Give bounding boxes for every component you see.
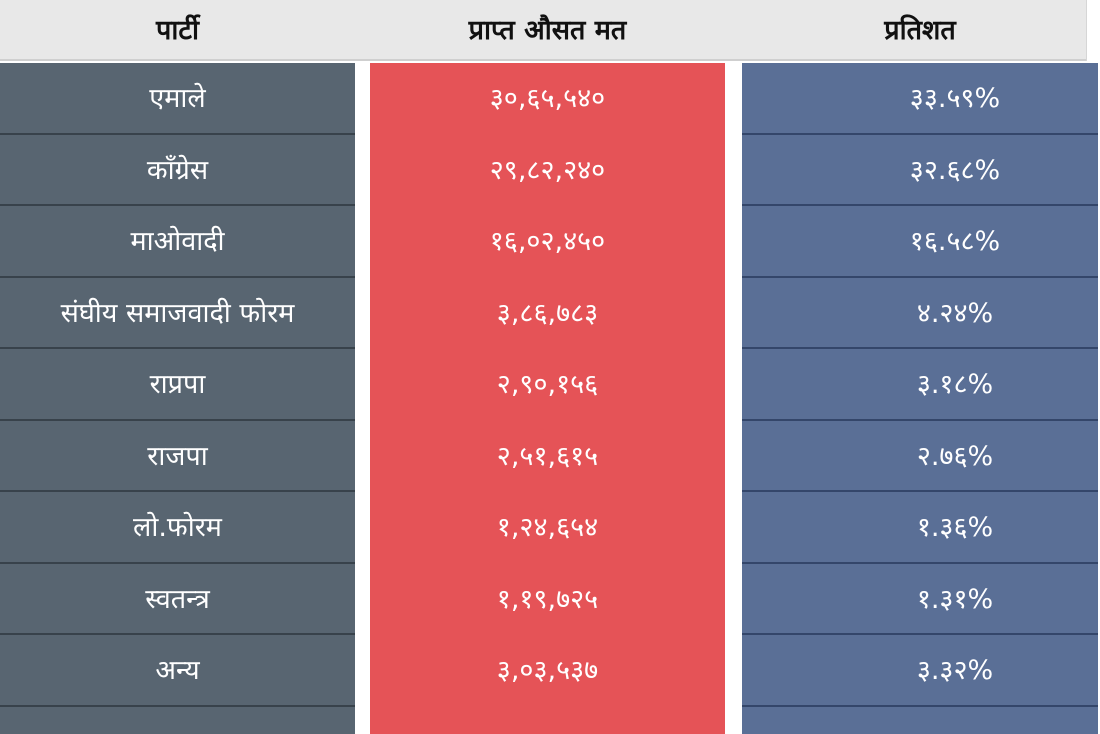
percent-column (742, 63, 1098, 734)
table-row: लो.फोरम १,२४,६५४ १.३६% (0, 492, 1100, 564)
vote-percent-value: ४.२४% (916, 297, 994, 329)
table-row: एमाले ३०,६५,५४० ३३.५९% (0, 63, 1100, 135)
vote-percent: ३.३२% (742, 635, 1098, 707)
vote-count: १६,०२,४५० (489, 226, 606, 257)
vote-percent-value: १६.५८% (909, 226, 1001, 257)
vote-percent: ४.२४% (742, 278, 1098, 349)
table-row: अन्य ३,०३,५३७ ३.३२% (0, 635, 1100, 707)
vote-percent: १.३६% (742, 492, 1098, 564)
table-row: संघीय समाजवादी फोरम ३,८६,७८३ ४.२४% (0, 278, 1100, 349)
vote-percent-value: १.३१% (916, 583, 994, 615)
vote-percent: ३.१८% (742, 349, 1098, 421)
vote-count: २,९०,१५६ (496, 369, 599, 400)
party-name: माओवादी (0, 206, 355, 278)
party-name: स्वतन्त्र (0, 564, 355, 635)
header-percent: प्रतिशत (884, 15, 956, 46)
vote-percent-value: ३.३२% (916, 655, 994, 686)
vote-percent-value: ३३.५९% (909, 83, 1001, 114)
vote-percent: ३३.५९% (742, 63, 1098, 135)
votes-column (370, 63, 725, 734)
header-votes: प्राप्त औसत मत (468, 15, 627, 46)
vote-percent: १.३१% (742, 564, 1098, 635)
vote-percent-value: ३.१८% (916, 369, 994, 400)
table-row: राजपा २,५१,६१५ २.७६% (0, 421, 1100, 492)
table-row: काँग्रेस २९,८२,२४० ३२.६८% (0, 135, 1100, 206)
party-column (0, 63, 355, 734)
header-corner (1086, 0, 1100, 61)
party-name: काँग्रेस (0, 135, 355, 206)
party-name: राजपा (0, 421, 355, 492)
vote-count: ३०,६५,५४० (489, 83, 606, 114)
vote-count: २९,८२,२४० (489, 154, 606, 186)
vote-count: ३,०३,५३७ (496, 655, 599, 686)
table-row: माओवादी १६,०२,४५० १६.५८% (0, 206, 1100, 278)
vote-count: ३,८६,७८३ (496, 297, 599, 329)
vote-count: १,२४,६५४ (496, 512, 599, 543)
table-row: स्वतन्त्र १,१९,७२५ १.३१% (0, 564, 1100, 635)
vote-count: १,१९,७२५ (496, 583, 599, 615)
vote-percent: १६.५८% (742, 206, 1098, 278)
party-name: लो.फोरम (0, 492, 355, 564)
party-name: संघीय समाजवादी फोरम (0, 278, 355, 349)
vote-count: २,५१,६१५ (496, 440, 599, 472)
vote-percent: ३२.६८% (742, 135, 1098, 206)
header-party: पार्टी (156, 15, 199, 46)
vote-percent: २.७६% (742, 421, 1098, 492)
party-name: अन्य (0, 635, 355, 707)
table-header: पार्टी प्राप्त औसत मत प्रतिशत (0, 0, 1100, 61)
party-name: एमाले (0, 63, 355, 135)
vote-percent-value: ३२.६८% (909, 154, 1001, 186)
party-name: राप्रपा (0, 349, 355, 421)
vote-percent-value: २.७६% (916, 440, 994, 472)
vote-percent-value: १.३६% (916, 512, 994, 543)
table-row: राप्रपा २,९०,१५६ ३.१८% (0, 349, 1100, 421)
